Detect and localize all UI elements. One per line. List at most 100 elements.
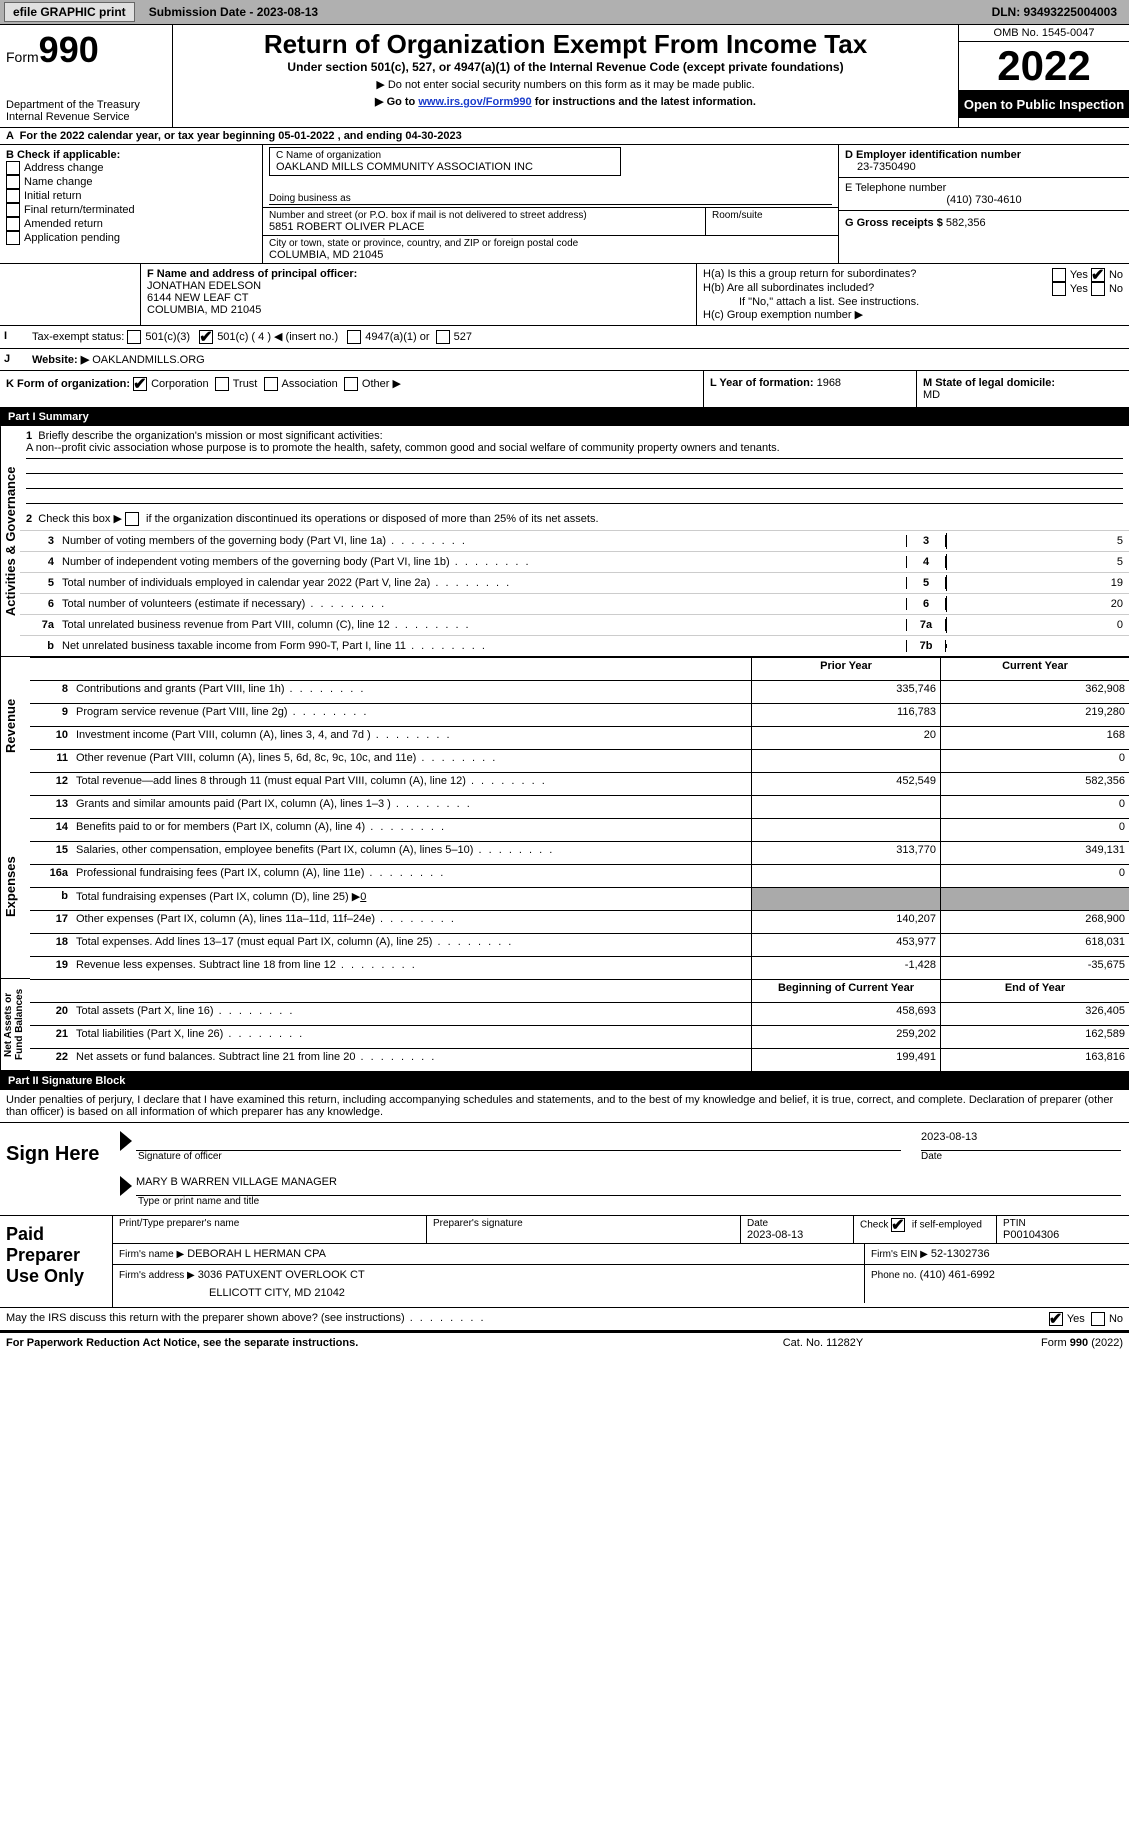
fin-curr: 0 [940, 865, 1129, 887]
firm-addr2: ELLICOTT CITY, MD 21042 [119, 1287, 858, 1299]
b-opt-0: Address change [24, 162, 104, 174]
k-other[interactable] [344, 377, 358, 391]
l-label: L Year of formation: [710, 377, 814, 389]
i-opt-0: 501(c)(3) [145, 331, 190, 343]
fin-curr: 582,356 [940, 773, 1129, 795]
fin-num: 17 [30, 911, 72, 933]
fin-curr: 168 [940, 727, 1129, 749]
fin-row: 17 Other expenses (Part IX, column (A), … [30, 910, 1129, 933]
form-label: Form990 [6, 29, 166, 71]
submission-date: Submission Date - 2023-08-13 [141, 3, 326, 21]
dba-label: Doing business as [269, 193, 351, 204]
fin-desc: Contributions and grants (Part VIII, lin… [72, 681, 751, 703]
fin-num: 10 [30, 727, 72, 749]
ha-no[interactable] [1091, 268, 1105, 282]
sign-here-label: Sign Here [0, 1123, 112, 1215]
prep-date: 2023-08-13 [747, 1229, 847, 1241]
year-formed: 1968 [817, 377, 841, 389]
website: OAKLANDMILLS.ORG [92, 354, 204, 366]
fin-row: 19 Revenue less expenses. Subtract line … [30, 956, 1129, 979]
discuss-no-label: No [1109, 1313, 1123, 1325]
b-amended[interactable]: Amended return [6, 217, 256, 231]
financial-section: Revenue Expenses Net Assets or Fund Bala… [0, 657, 1129, 1071]
fin-row: 12 Total revenue—add lines 8 through 11 … [30, 772, 1129, 795]
k-corp[interactable] [133, 377, 147, 391]
fin-row: 8 Contributions and grants (Part VIII, l… [30, 680, 1129, 703]
fin-row: 18 Total expenses. Add lines 13–17 (must… [30, 933, 1129, 956]
fin-num: 13 [30, 796, 72, 818]
i-501c[interactable] [199, 330, 213, 344]
row-box: 4 [906, 556, 946, 568]
row-desc: Total unrelated business revenue from Pa… [58, 617, 906, 633]
fin-row: 9 Program service revenue (Part VIII, li… [30, 703, 1129, 726]
form-title: Return of Organization Exempt From Incom… [179, 29, 952, 60]
k-assoc[interactable] [264, 377, 278, 391]
i-row: I Tax-exempt status: 501(c)(3) 501(c) ( … [0, 326, 1129, 349]
efile-print-button[interactable]: efile GRAPHIC print [4, 2, 135, 22]
d-label: D Employer identification number [845, 149, 1123, 161]
fin-prior-grey [751, 888, 940, 910]
net-desc: Total liabilities (Part X, line 26) [72, 1026, 751, 1048]
net-row: 20 Total assets (Part X, line 16) 458,69… [30, 1002, 1129, 1025]
k-opt-1: Trust [233, 378, 258, 390]
sig-officer-label: Signature of officer [138, 1151, 921, 1162]
discuss-yes[interactable] [1049, 1312, 1063, 1326]
hb-no[interactable] [1091, 282, 1105, 296]
q2-checkbox[interactable] [125, 512, 139, 526]
fin-num: 11 [30, 750, 72, 772]
dept-treasury: Department of the Treasury [6, 99, 166, 111]
b-address-change[interactable]: Address change [6, 161, 256, 175]
part-i-header: Part I Summary [0, 408, 1129, 426]
fin-curr: 0 [940, 819, 1129, 841]
klm-row: K Form of organization: Corporation Trus… [0, 371, 1129, 408]
b-app-pending[interactable]: Application pending [6, 231, 256, 245]
fin-prior: 453,977 [751, 934, 940, 956]
b-final-return[interactable]: Final return/terminated [6, 203, 256, 217]
fin-prior: 140,207 [751, 911, 940, 933]
irs-link[interactable]: www.irs.gov/Form990 [418, 96, 531, 108]
j-label: Website: ▶ [32, 354, 89, 366]
hb-label: H(b) Are all subordinates included? [703, 282, 1052, 296]
revenue-label: Revenue [0, 657, 30, 795]
discuss-no[interactable] [1091, 1312, 1105, 1326]
city: COLUMBIA, MD 21045 [269, 249, 832, 261]
hb-yes[interactable] [1052, 282, 1066, 296]
k-trust[interactable] [215, 377, 229, 391]
net-row: 21 Total liabilities (Part X, line 26) 2… [30, 1025, 1129, 1048]
i-527[interactable] [436, 330, 450, 344]
part-i-title: Part I Summary [8, 411, 89, 423]
yes-label-2: Yes [1070, 283, 1088, 295]
fin-num: 16a [30, 865, 72, 887]
line-a: A For the 2022 calendar year, or tax yea… [0, 128, 1129, 145]
firm-addr1: 3036 PATUXENT OVERLOOK CT [198, 1269, 365, 1281]
k-opt-2: Association [282, 378, 338, 390]
current-year-hdr: Current Year [940, 658, 1129, 680]
net-curr: 326,405 [940, 1003, 1129, 1025]
fin-row: 16a Professional fundraising fees (Part … [30, 864, 1129, 887]
net-desc: Net assets or fund balances. Subtract li… [72, 1049, 751, 1071]
net-curr: 162,589 [940, 1026, 1129, 1048]
fin-desc: Program service revenue (Part VIII, line… [72, 704, 751, 726]
row-desc: Net unrelated business taxable income fr… [58, 638, 906, 654]
self-employed-check[interactable] [891, 1218, 905, 1232]
end-year-hdr: End of Year [940, 980, 1129, 1002]
fin-num: 12 [30, 773, 72, 795]
net-row: 22 Net assets or fund balances. Subtract… [30, 1048, 1129, 1071]
f-label: F Name and address of principal officer: [147, 268, 690, 280]
ha-yes[interactable] [1052, 268, 1066, 282]
b-opt-2: Initial return [24, 190, 81, 202]
summary-row: 7a Total unrelated business revenue from… [20, 614, 1129, 635]
b-opt-5: Application pending [24, 232, 120, 244]
printed-label: Type or print name and title [120, 1196, 1121, 1207]
form-number: 990 [39, 29, 99, 70]
fin-prior [751, 750, 940, 772]
discuss-yes-label: Yes [1067, 1313, 1085, 1325]
b-initial-return[interactable]: Initial return [6, 189, 256, 203]
note-link: ▶ Go to www.irs.gov/Form990 for instruct… [179, 95, 952, 108]
g-label: G Gross receipts $ [845, 217, 943, 229]
i-501c3[interactable] [127, 330, 141, 344]
fin-curr: 349,131 [940, 842, 1129, 864]
fin-prior: 335,746 [751, 681, 940, 703]
i-4947[interactable] [347, 330, 361, 344]
b-name-change[interactable]: Name change [6, 175, 256, 189]
